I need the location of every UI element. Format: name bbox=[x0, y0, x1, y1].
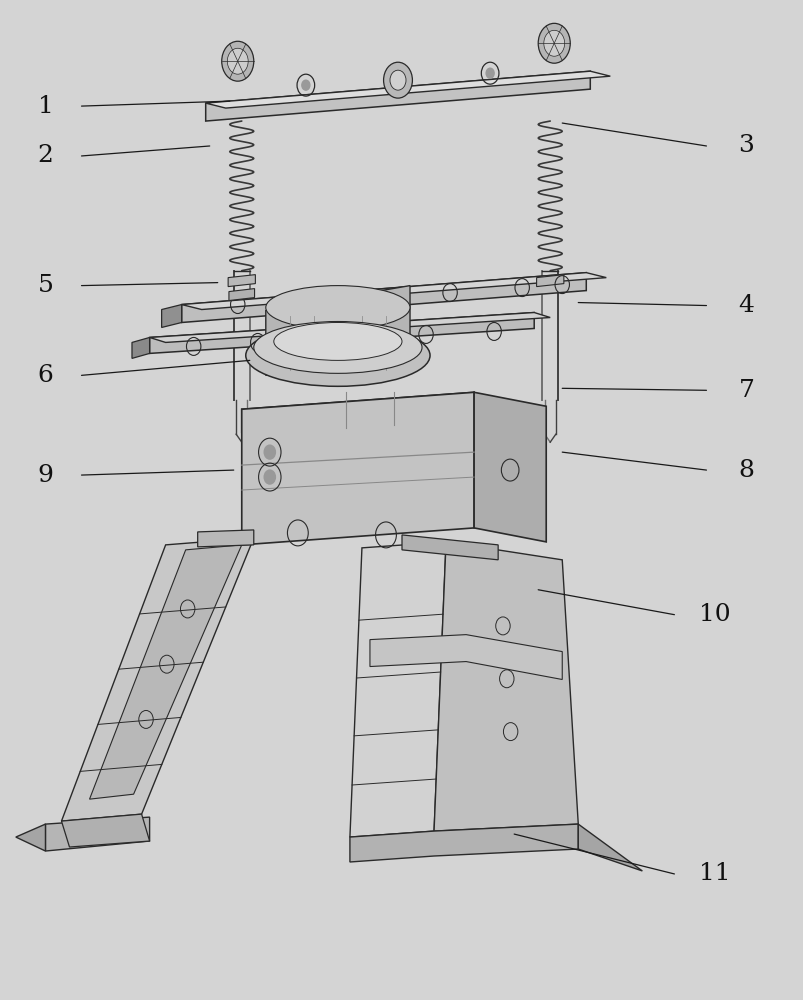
Polygon shape bbox=[349, 542, 446, 837]
Text: 1: 1 bbox=[38, 95, 53, 118]
Polygon shape bbox=[577, 824, 642, 871]
Polygon shape bbox=[149, 313, 533, 353]
Polygon shape bbox=[242, 392, 474, 432]
Polygon shape bbox=[434, 542, 577, 831]
Polygon shape bbox=[181, 273, 585, 322]
Polygon shape bbox=[206, 71, 589, 121]
Polygon shape bbox=[266, 286, 410, 375]
Ellipse shape bbox=[266, 286, 410, 329]
Text: 8: 8 bbox=[738, 459, 753, 482]
Polygon shape bbox=[161, 305, 181, 327]
Text: 3: 3 bbox=[738, 134, 753, 157]
Text: 4: 4 bbox=[738, 294, 753, 317]
Polygon shape bbox=[228, 275, 255, 287]
Polygon shape bbox=[16, 824, 46, 851]
Polygon shape bbox=[229, 289, 255, 301]
Polygon shape bbox=[206, 71, 609, 108]
Polygon shape bbox=[198, 530, 254, 547]
Circle shape bbox=[383, 62, 412, 98]
Polygon shape bbox=[132, 337, 149, 358]
Text: 5: 5 bbox=[38, 274, 53, 297]
Circle shape bbox=[301, 80, 309, 90]
Ellipse shape bbox=[246, 324, 430, 386]
Polygon shape bbox=[474, 392, 545, 542]
Circle shape bbox=[389, 70, 406, 90]
Text: 7: 7 bbox=[738, 379, 753, 402]
Ellipse shape bbox=[274, 322, 402, 360]
Polygon shape bbox=[89, 545, 242, 799]
Circle shape bbox=[227, 48, 248, 74]
Polygon shape bbox=[369, 635, 561, 680]
Circle shape bbox=[222, 41, 254, 81]
Text: 2: 2 bbox=[38, 144, 53, 167]
Text: 11: 11 bbox=[698, 862, 729, 885]
Polygon shape bbox=[536, 275, 563, 287]
Circle shape bbox=[486, 68, 494, 78]
Polygon shape bbox=[149, 313, 549, 342]
Polygon shape bbox=[61, 814, 149, 847]
Text: 10: 10 bbox=[698, 603, 729, 626]
Circle shape bbox=[264, 445, 275, 459]
Polygon shape bbox=[181, 273, 605, 310]
Text: 6: 6 bbox=[38, 364, 53, 387]
Polygon shape bbox=[61, 538, 254, 821]
Circle shape bbox=[543, 30, 564, 56]
Ellipse shape bbox=[254, 321, 422, 373]
Text: 9: 9 bbox=[38, 464, 53, 487]
Polygon shape bbox=[349, 824, 577, 862]
Circle shape bbox=[537, 23, 569, 63]
Circle shape bbox=[264, 470, 275, 484]
Polygon shape bbox=[402, 535, 498, 560]
Polygon shape bbox=[46, 817, 149, 851]
Circle shape bbox=[393, 74, 402, 84]
Polygon shape bbox=[242, 392, 474, 545]
